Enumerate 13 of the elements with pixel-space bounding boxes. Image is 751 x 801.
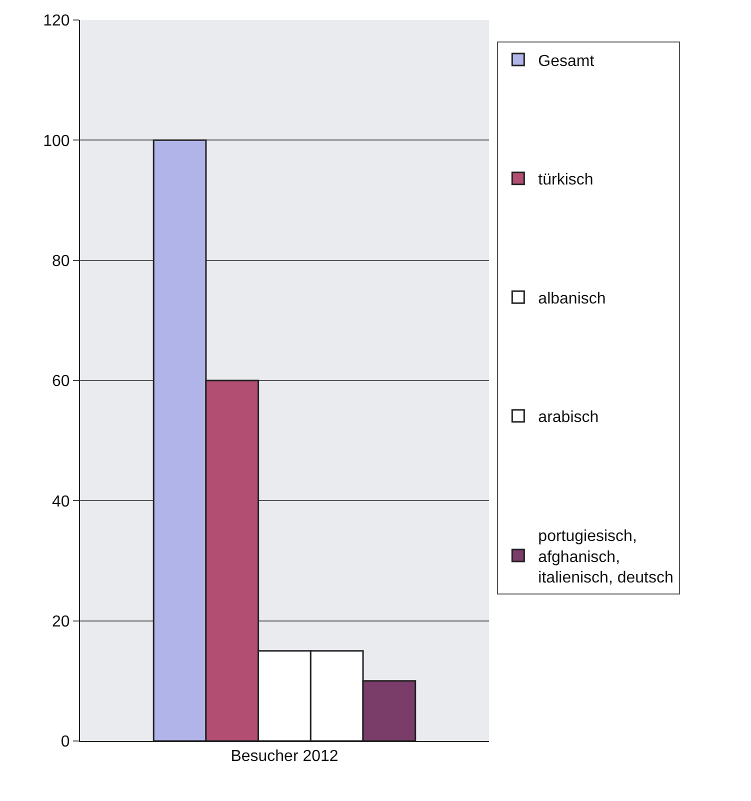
- y-tick-label: 40: [52, 493, 70, 510]
- legend-label: Gesamt: [538, 52, 595, 70]
- y-tick-label: 20: [52, 613, 70, 630]
- y-tick-label: 60: [52, 373, 70, 390]
- legend-label: portugiesisch, afghanisch, italienisch, deutsch: [538, 528, 674, 587]
- y-tick-label: 80: [52, 252, 70, 270]
- legend-label: albanisch: [538, 290, 606, 308]
- legend-label: arabisch: [538, 409, 599, 426]
- legend-label: türkisch: [538, 172, 594, 189]
- y-tick-label: 100: [43, 132, 70, 150]
- y-tick-label: 120: [43, 12, 70, 30]
- y-tick-label: 0: [60, 734, 70, 751]
- x-tick-label: Besucher 2012: [230, 748, 338, 766]
